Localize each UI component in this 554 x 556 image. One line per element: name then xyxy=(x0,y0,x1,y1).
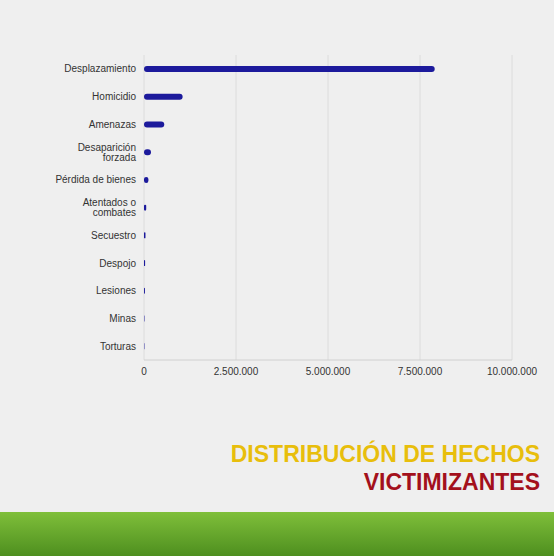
svg-text:0: 0 xyxy=(141,366,147,377)
svg-text:Atentados ocombates: Atentados ocombates xyxy=(83,197,137,218)
svg-text:Desplazamiento: Desplazamiento xyxy=(64,63,136,74)
html-text:VICTIMIZANTES: VICTIMIZANTES xyxy=(363,469,540,495)
svg-text:Secuestro: Secuestro xyxy=(91,230,136,241)
svg-text:Pérdida de bienes: Pérdida de bienes xyxy=(55,174,136,185)
svg-text:Desapariciónforzada: Desapariciónforzada xyxy=(78,142,137,163)
svg-text:Amenazas: Amenazas xyxy=(89,119,136,130)
svg-text:Lesiones: Lesiones xyxy=(96,285,136,296)
svg-text:7.500.000: 7.500.000 xyxy=(398,366,443,377)
svg-text:Homicidio: Homicidio xyxy=(92,91,136,102)
html-text:DISTRIBUCIÓN DE HECHOS: DISTRIBUCIÓN DE HECHOS xyxy=(230,441,540,467)
svg-text:Minas: Minas xyxy=(109,313,136,324)
svg-text:Torturas: Torturas xyxy=(100,341,136,352)
svg-text:5.000.000: 5.000.000 xyxy=(306,366,351,377)
svg-text:Despojo: Despojo xyxy=(99,258,136,269)
svg-text:10.000.000: 10.000.000 xyxy=(487,366,537,377)
svg-text:2.500.000: 2.500.000 xyxy=(214,366,259,377)
